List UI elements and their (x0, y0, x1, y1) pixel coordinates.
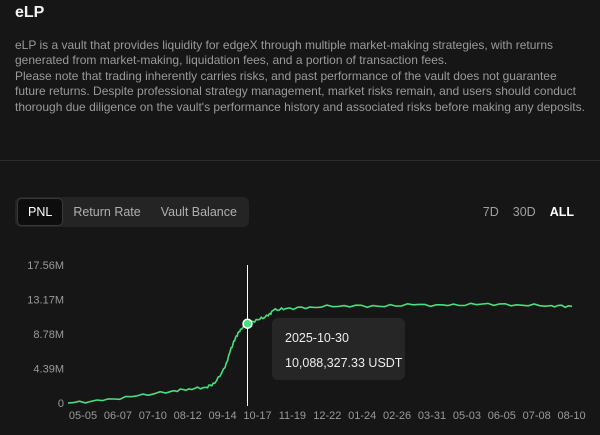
x-tick-label: 08-10 (558, 410, 586, 422)
chart-tooltip: 2025-10-30 10,088,327.33 USDT (272, 318, 405, 380)
vault-description: eLP is a vault that provides liquidity f… (15, 38, 590, 115)
range-selector: 7D 30D ALL (483, 205, 574, 219)
x-tick-label: 03-31 (418, 410, 446, 422)
x-tick-label: 02-26 (383, 410, 411, 422)
y-tick-label: 0 (58, 398, 64, 410)
y-tick-label: 13.17M (27, 295, 64, 307)
range-30d[interactable]: 30D (512, 205, 536, 219)
pnl-chart[interactable]: 17.56M 13.17M 8.78M 4.39M 0 05-05 06-07 07-10 0… (0, 250, 600, 435)
y-tick-label: 8.78M (33, 329, 64, 341)
x-tick-label: 06-07 (104, 410, 132, 422)
tab-return-rate[interactable]: Return Rate (73, 205, 141, 219)
range-all[interactable]: ALL (549, 205, 574, 219)
x-tick-label: 05-05 (69, 410, 97, 422)
x-tick-label: 09-14 (209, 410, 237, 422)
x-tick-label: 01-24 (348, 410, 376, 422)
tooltip-date: 2025-10-30 (285, 331, 349, 345)
section-divider (0, 160, 600, 161)
x-tick-label: 07-10 (139, 410, 167, 422)
x-tick-label: 06-05 (488, 410, 516, 422)
x-tick-label: 12-22 (313, 410, 341, 422)
x-tick-label: 10-17 (243, 410, 271, 422)
x-tick-label: 11-19 (279, 410, 306, 422)
chart-tabs: PNL Return Rate Vault Balance (15, 197, 249, 227)
highlight-point (242, 318, 253, 329)
range-7d[interactable]: 7D (482, 205, 499, 219)
x-tick-label: 07-08 (523, 410, 551, 422)
description-paragraph: eLP is a vault that provides liquidity f… (15, 38, 554, 68)
description-paragraph: Please note that trading inherently carr… (15, 68, 585, 114)
y-tick-label: 17.56M (27, 260, 64, 272)
vault-title: eLP (15, 4, 45, 21)
tooltip-value: 10,088,327.33 USDT (285, 356, 403, 370)
y-tick-label: 4.39M (33, 364, 64, 376)
x-tick-label: 08-12 (174, 410, 202, 422)
tab-vault-balance[interactable]: Vault Balance (160, 205, 237, 219)
x-tick-label: 05-03 (453, 410, 481, 422)
tab-pnl[interactable]: PNL (17, 198, 64, 226)
pnl-series-line (67, 302, 573, 404)
